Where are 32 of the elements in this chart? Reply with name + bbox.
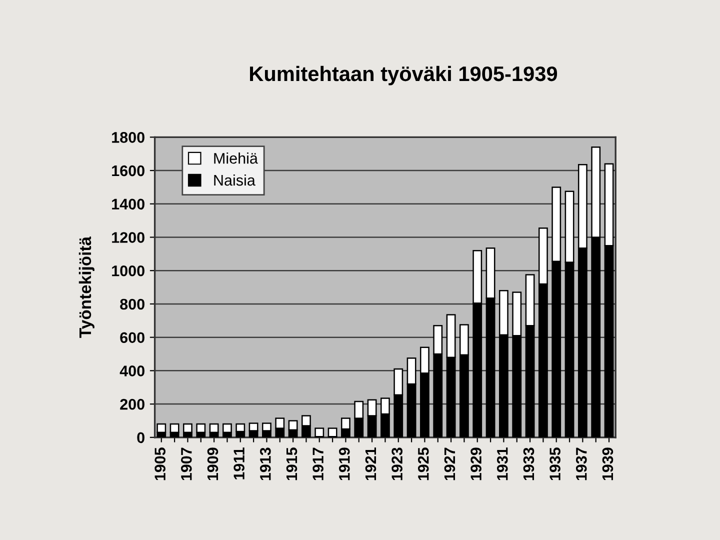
y-tick-label: 600	[120, 332, 144, 344]
x-tick-label: 1919	[338, 448, 350, 480]
x-tick-label: 1927	[444, 448, 456, 480]
y-tick-label: 1000	[112, 265, 144, 276]
y-axis-title: Työntekijöitä	[78, 236, 94, 338]
x-tick-label: 1925	[418, 448, 429, 480]
x-tick-label: 1907	[180, 448, 192, 480]
x-tick-label: 1923	[392, 448, 402, 480]
x-tick-label: 1921	[365, 448, 376, 480]
x-tick-label: 1913	[260, 448, 271, 480]
x-tick-label: 1905	[154, 448, 166, 480]
y-tick-label: 200	[120, 398, 144, 410]
y-tick-label: 1600	[112, 165, 144, 176]
legend-label: Miehiä	[214, 152, 258, 164]
x-tick-label: 1911	[234, 448, 244, 480]
legend-label: Naisia	[214, 174, 256, 186]
y-tick-label: 800	[120, 298, 144, 310]
x-tick-label: 1931	[496, 448, 508, 480]
y-tick-label: 1800	[112, 132, 144, 143]
y-tick-label: 0	[137, 432, 144, 444]
y-tick-label: 400	[120, 366, 144, 376]
chart-title: Kumitehtaan työväki 1905-1939	[250, 66, 558, 86]
x-tick-label: 1915	[286, 448, 298, 480]
y-tick-label: 1400	[112, 198, 144, 210]
x-tick-label: 1933	[523, 448, 534, 480]
y-tick-label: 1200	[112, 232, 144, 243]
x-tick-label: 1929	[470, 448, 482, 480]
x-tick-label: 1937	[576, 448, 587, 480]
x-tick-label: 1935	[550, 448, 560, 480]
x-tick-label: 1939	[602, 448, 614, 480]
x-tick-label: 1917	[312, 448, 324, 480]
x-tick-label: 1909	[207, 448, 218, 480]
